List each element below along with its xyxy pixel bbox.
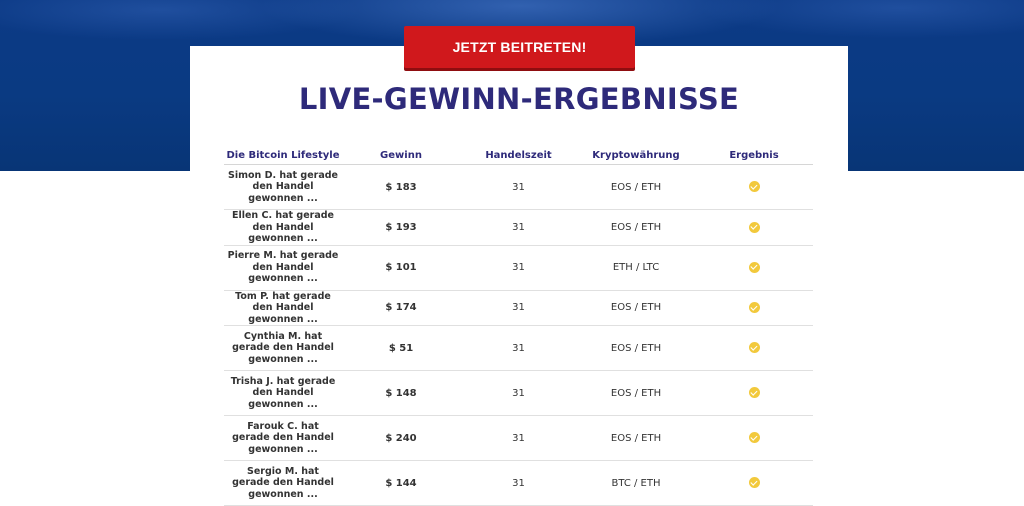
table-header-row: Die Bitcoin Lifestyle Gewinn Handelszeit…	[224, 146, 813, 165]
trader-name: Simon D. hat gerade den Handel gewonnen …	[227, 169, 338, 204]
check-circle-icon	[748, 302, 760, 313]
profit-value: $ 174	[342, 290, 460, 326]
crypto-pair-value: EOS / ETH	[577, 290, 695, 326]
profit-value: $ 148	[342, 370, 460, 416]
profit-value: $ 183	[342, 164, 460, 210]
trade-time-value: 31	[460, 164, 577, 210]
trader-name: Trisha J. hat gerade den Handel gewonnen…	[230, 375, 336, 410]
crypto-pair-value: BTC / ETH	[577, 460, 695, 506]
profit-value: $ 144	[342, 460, 460, 506]
check-circle-icon	[748, 477, 760, 489]
trader-name: Tom P. hat gerade den Handel gewonnen ..…	[235, 290, 331, 325]
crypto-pair-value: ETH / LTC	[577, 245, 695, 291]
trade-time-value: 31	[460, 290, 577, 326]
check-circle-icon	[748, 221, 760, 233]
table-row: Cynthia M. hat gerade den Handel gewonne…	[224, 325, 813, 371]
trader-name: Pierre M. hat gerade den Handel gewonnen…	[227, 250, 339, 285]
trade-time-value: 31	[460, 370, 577, 416]
trade-time-value: 31	[460, 325, 577, 371]
column-header-platform: Die Bitcoin Lifestyle	[224, 146, 342, 165]
table-row: Pierre M. hat gerade den Handel gewonnen…	[224, 245, 813, 291]
profit-value: $ 101	[342, 245, 460, 291]
crypto-pair-value: EOS / ETH	[577, 325, 695, 371]
trader-name: Cynthia M. hat gerade den Handel gewonne…	[232, 330, 334, 365]
column-header-result: Ergebnis	[695, 146, 813, 165]
profit-value: $ 240	[342, 415, 460, 461]
table-row: Sergio M. hat gerade den Handel gewonnen…	[224, 460, 813, 506]
page-title: LIVE-GEWINN-ERGEBNISSE	[298, 82, 740, 116]
trader-name: Sergio M. hat gerade den Handel gewonnen…	[232, 465, 334, 500]
trade-time-value: 31	[460, 245, 577, 291]
check-circle-icon	[748, 261, 760, 273]
crypto-pair-value: EOS / ETH	[577, 209, 695, 246]
column-header-profit: Gewinn	[342, 146, 460, 165]
column-header-trade-time: Handelszeit	[460, 146, 577, 165]
table-row: Trisha J. hat gerade den Handel gewonnen…	[224, 370, 813, 416]
live-results-table: Die Bitcoin Lifestyle Gewinn Handelszeit…	[224, 146, 813, 506]
crypto-pair-value: EOS / ETH	[577, 415, 695, 461]
crypto-pair-value: EOS / ETH	[577, 370, 695, 416]
trade-time-value: 31	[460, 460, 577, 506]
trade-time-value: 31	[460, 415, 577, 461]
profit-value: $ 51	[342, 325, 460, 371]
crypto-pair-value: EOS / ETH	[577, 164, 695, 210]
table-row: Farouk C. hat gerade den Handel gewonnen…	[224, 415, 813, 461]
trade-time-value: 31	[460, 209, 577, 246]
table-row: Tom P. hat gerade den Handel gewonnen ..…	[224, 290, 813, 326]
check-circle-icon	[748, 181, 760, 193]
table-row: Simon D. hat gerade den Handel gewonnen …	[224, 164, 813, 210]
column-header-crypto: Kryptowährung	[577, 146, 695, 165]
check-circle-icon	[748, 342, 760, 354]
trader-name: Ellen C. hat gerade den Handel gewonnen …	[231, 210, 334, 244]
check-circle-icon	[748, 432, 760, 444]
table-row: Ellen C. hat gerade den Handel gewonnen …	[224, 209, 813, 246]
trader-name: Farouk C. hat gerade den Handel gewonnen…	[232, 420, 334, 455]
join-now-button[interactable]: JETZT BEITRETEN!	[404, 26, 635, 68]
check-circle-icon	[748, 387, 760, 399]
profit-value: $ 193	[342, 209, 460, 246]
